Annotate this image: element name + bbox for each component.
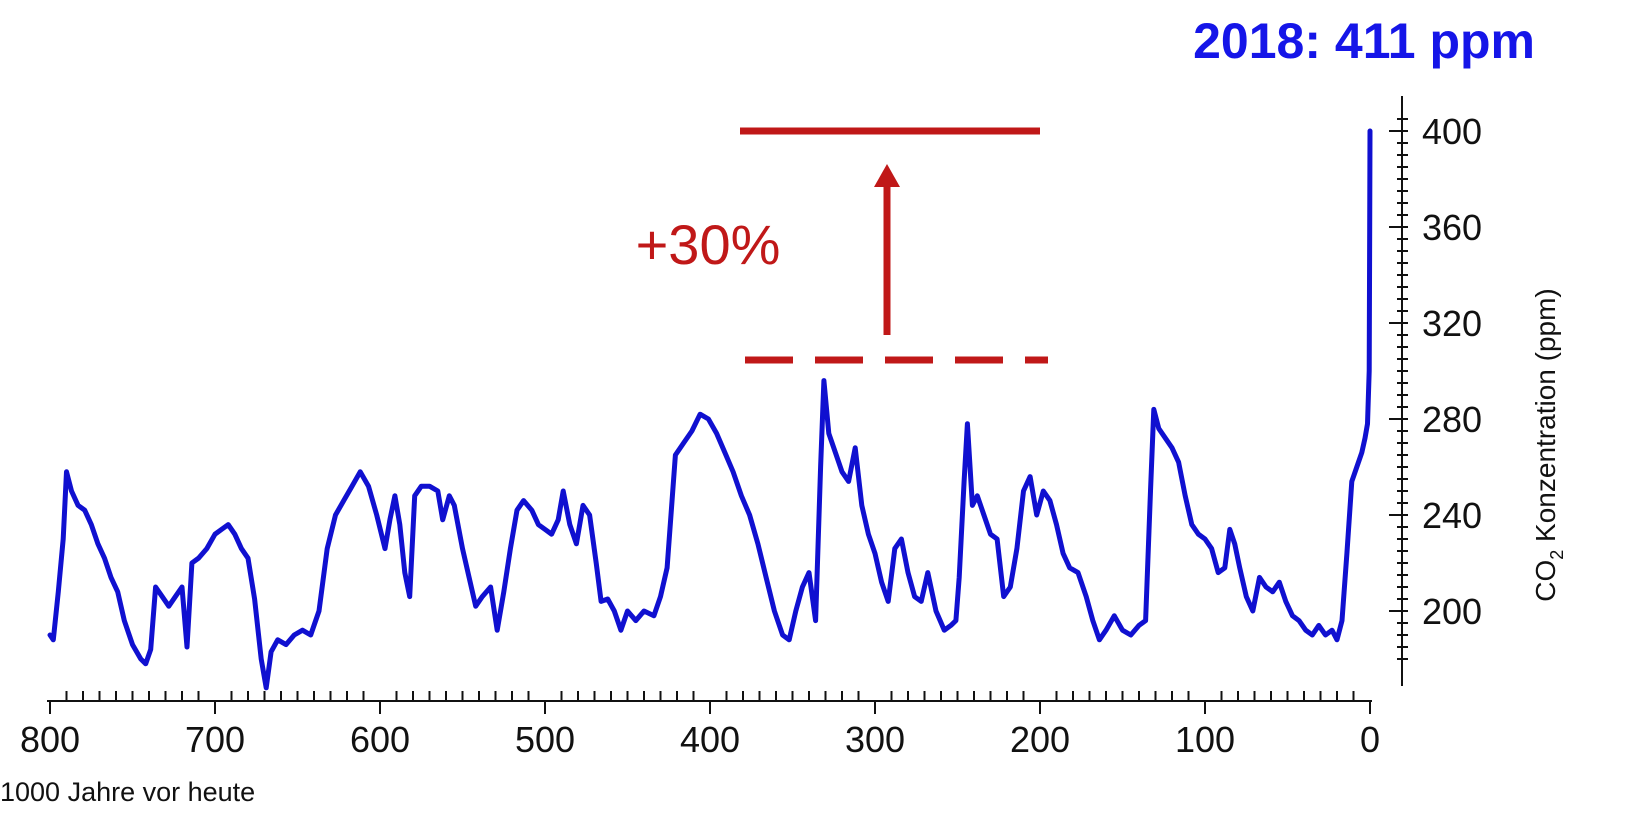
co2-series-line [47, 128, 1373, 691]
y-tick-label: 200 [1422, 591, 1482, 632]
y-tick-label: 400 [1422, 111, 1482, 152]
y-tick-label: 280 [1422, 399, 1482, 440]
y-tick-label: 320 [1422, 303, 1482, 344]
increase-annotation: +30% [636, 213, 781, 276]
x-tick-label: 200 [1010, 719, 1070, 760]
y-tick-label: 240 [1422, 495, 1482, 536]
y-axis: 200 240 280 320 360 400 [1389, 96, 1482, 686]
x-tick-label: 800 [20, 719, 80, 760]
x-tick-label: 100 [1175, 719, 1235, 760]
x-tick-label: 700 [185, 719, 245, 760]
x-axis: 800 700 600 500 400 300 200 100 0 [20, 691, 1380, 760]
x-tick-label: 0 [1360, 719, 1380, 760]
x-tick-label: 400 [680, 719, 740, 760]
y-axis-title-prefix: CO [1530, 560, 1561, 602]
x-tick-label: 300 [845, 719, 905, 760]
y-axis-title: CO2 Konzentration (ppm) [1530, 288, 1567, 601]
y-axis-title-subscript: 2 [1547, 550, 1567, 560]
arrow-head [874, 164, 900, 187]
y-tick-label: 360 [1422, 207, 1482, 248]
x-axis-title: 1000 Jahre vor heute [0, 777, 255, 807]
headline-value: 2018: 411 ppm [1193, 13, 1535, 69]
y-axis-title-suffix: Konzentration (ppm) [1530, 288, 1561, 549]
x-tick-label: 500 [515, 719, 575, 760]
increase-arrow [874, 164, 900, 335]
x-tick-label: 600 [350, 719, 410, 760]
reference-lines [740, 127, 1048, 364]
